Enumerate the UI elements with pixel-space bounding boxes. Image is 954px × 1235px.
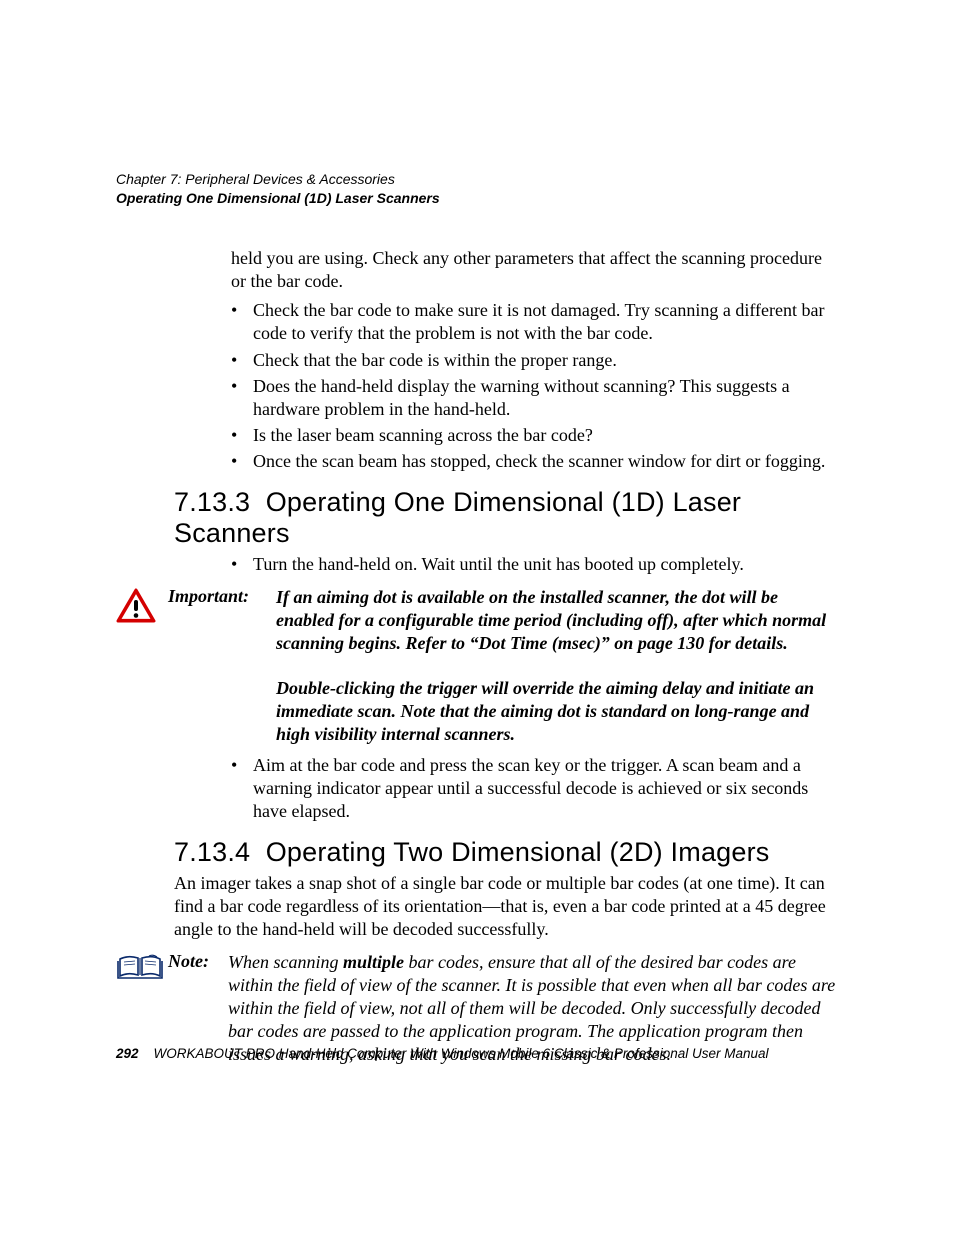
list-item: Once the scan beam has stopped, check th…	[231, 450, 838, 473]
list-item: Aim at the bar code and press the scan k…	[231, 754, 838, 823]
note-label: Note:	[168, 951, 228, 972]
list-item: Does the hand-held display the warning w…	[231, 375, 838, 421]
section-number: 7.13.3	[174, 487, 250, 517]
important-label: Important:	[168, 586, 276, 607]
book-title: WORKABOUT PRO Hand-Held Computer With Wi…	[154, 1046, 769, 1061]
continued-paragraph: held you are using. Check any other para…	[231, 247, 838, 293]
list-item: Check that the bar code is within the pr…	[231, 349, 838, 372]
section-heading-7-13-3: 7.13.3 Operating One Dimensional (1D) La…	[174, 487, 838, 549]
body-content: held you are using. Check any other para…	[116, 247, 838, 1066]
steps-list-7-13-3a: Turn the hand-held on. Wait until the un…	[116, 553, 838, 576]
section-title: Operating Two Dimensional (2D) Imagers	[266, 837, 770, 867]
header-chapter-line: Chapter 7: Peripheral Devices & Accessor…	[116, 170, 838, 188]
section-heading-7-13-4: 7.13.4 Operating Two Dimensional (2D) Im…	[174, 837, 838, 868]
note-text-bold: multiple	[343, 952, 404, 972]
section-title: Operating One Dimensional (1D) Laser Sca…	[174, 487, 741, 548]
list-item: Turn the hand-held on. Wait until the un…	[231, 553, 838, 576]
steps-list-7-13-3b: Aim at the bar code and press the scan k…	[116, 754, 838, 823]
important-body: If an aiming dot is available on the ins…	[276, 586, 838, 746]
manual-page: Chapter 7: Peripheral Devices & Accessor…	[0, 0, 954, 1235]
book-icon	[116, 951, 168, 981]
list-item: Check the bar code to make sure it is no…	[231, 299, 838, 345]
header-section-line: Operating One Dimensional (1D) Laser Sca…	[116, 189, 838, 207]
troubleshoot-list: Check the bar code to make sure it is no…	[116, 299, 838, 472]
section-number: 7.13.4	[174, 837, 250, 867]
list-item: Is the laser beam scanning across the ba…	[231, 424, 838, 447]
important-para1: If an aiming dot is available on the ins…	[276, 586, 838, 655]
page-footer: 292 WORKABOUT PRO Hand-Held Computer Wit…	[116, 1046, 838, 1061]
section-7-13-4-intro: An imager takes a snap shot of a single …	[174, 872, 838, 941]
warning-icon	[116, 586, 168, 624]
important-para2: Double-clicking the trigger will overrid…	[276, 677, 838, 746]
page-number: 292	[116, 1046, 139, 1061]
note-text-pre: When scanning	[228, 952, 343, 972]
important-callout: Important: If an aiming dot is available…	[116, 586, 838, 746]
